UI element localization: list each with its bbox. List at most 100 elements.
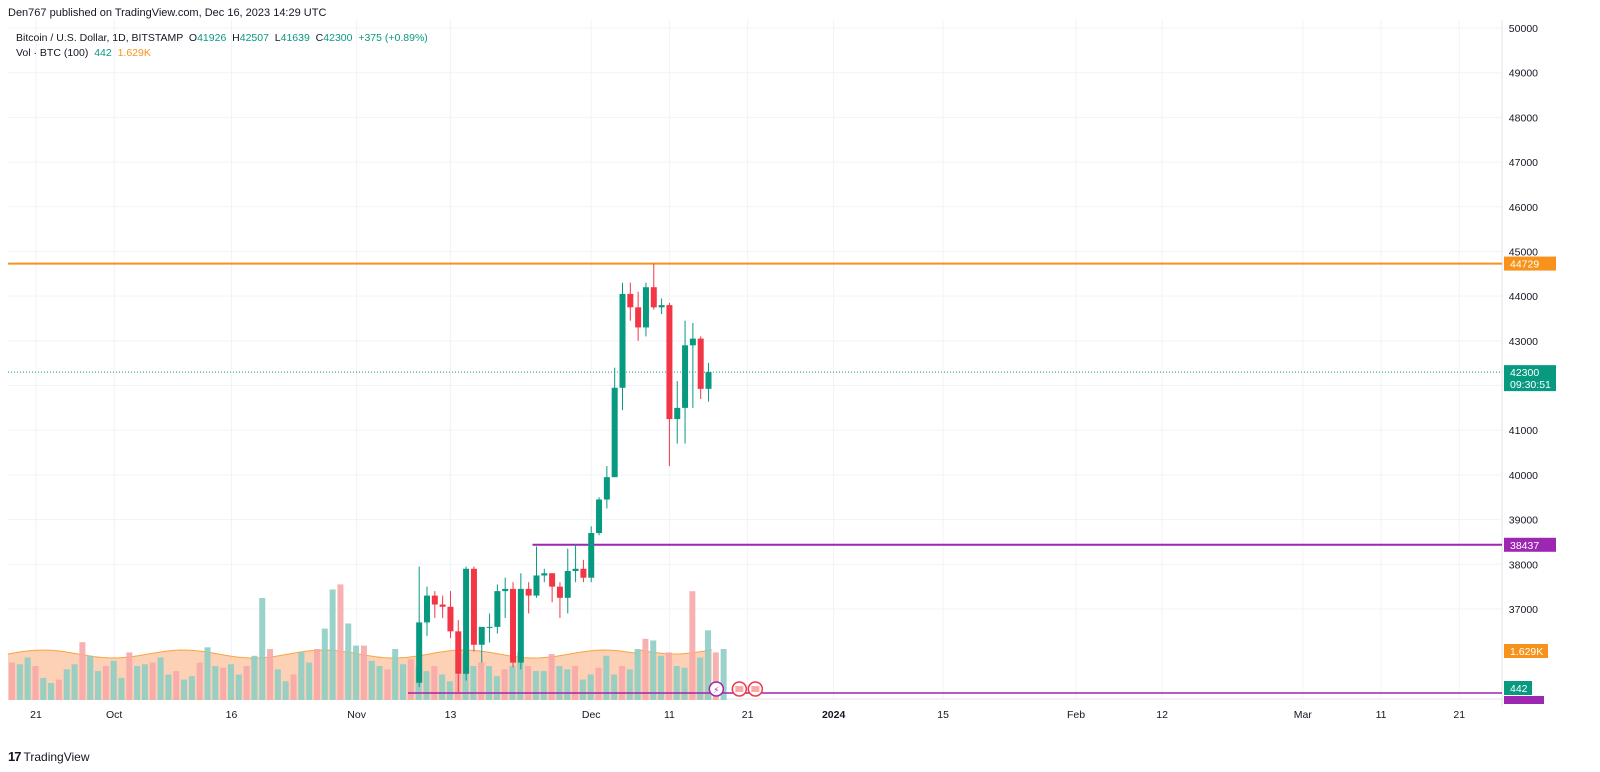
candle-body [533,575,540,596]
volume-bar [16,664,23,700]
volume-bar [540,671,547,700]
volume-bar [509,666,516,700]
time-tick-label: 16 [226,709,238,721]
volume-tag: 442 [1510,683,1528,695]
price-tick-label: 45000 [1509,246,1538,258]
volume-bar [95,671,102,700]
candle-body [455,631,462,674]
high-value: 42507 [239,32,269,44]
volume-bar [306,662,313,700]
candle-body [642,287,649,328]
volume-bar [470,666,477,700]
open-value: 41926 [197,32,227,44]
volume-bar [290,674,297,700]
volume-bar [673,666,680,700]
candle-body [494,591,501,627]
volume-bar [579,679,586,700]
candle-body [705,372,712,389]
volume-bar [313,649,320,700]
volume-bar [134,666,141,700]
volume-bar [212,666,219,700]
candle-body [635,307,642,328]
chart-legend: Bitcoin / U.S. Dollar, 1D, BITSTAMP O419… [16,31,428,61]
candle-body [525,588,532,596]
volume-bar [235,674,242,700]
volume-bar [274,669,281,700]
price-tick-label: 49000 [1509,68,1538,80]
price-axis[interactable]: 50000 49000 48000 47000 46000 45000 44000 43000… [1504,23,1556,704]
candle-body [588,533,595,578]
volume-bar [243,666,250,700]
volume-bar [110,660,117,700]
change-value: +375 (+0.89%) [358,32,428,44]
volume-bar [572,666,579,700]
candle-body [478,626,485,645]
volume-bar [712,652,719,700]
volume-bar [501,669,508,700]
candle-body [517,588,524,663]
candle-body [463,568,470,674]
candle-body [502,588,509,592]
candle-body [603,477,610,500]
volume-bar [689,591,696,700]
publisher-caption: Den767 published on TradingView.com, Dec… [8,7,326,19]
volume-bar [564,669,571,700]
candle-body [674,407,681,420]
volume-bar [63,669,70,700]
volume-bar [102,666,109,700]
volume-bar [618,666,625,700]
candle-body [564,571,571,598]
volume-bar [204,647,211,700]
time-tick-label: Oct [106,709,122,721]
candle-body [549,573,556,587]
volume-bar [360,645,367,700]
volume-bar [345,623,352,700]
volume-bar [650,640,657,700]
time-tick-label: Mar [1294,709,1313,721]
volume-bar [603,655,610,700]
price-tick-label: 41000 [1509,425,1538,437]
time-axis[interactable]: 21 Oct 16 Nov 13 Dec 11 21 2024 15 Feb 12 Mar 11 21 [30,709,1465,721]
volume-bar [196,662,203,700]
volume-bar [478,662,485,700]
price-tick-label: 48000 [1509,112,1538,124]
flag-stripes [751,686,760,692]
price-chart[interactable]: ⚡ 50000 49000 48000 47000 46000 45000 44000 430… [8,20,1592,738]
volume-bar [282,681,289,700]
footer-brand[interactable]: 17 TradingView [8,749,90,764]
symbol-row: Bitcoin / U.S. Dollar, 1D, BITSTAMP O419… [16,31,428,46]
volume-bar [321,628,328,700]
time-tick-label: 21 [742,709,754,721]
price-tick-label: 44000 [1509,291,1538,303]
volume-bar [423,671,430,700]
close-label: C [315,32,324,44]
candle-body [611,387,618,478]
time-tick-label: Dec [582,709,601,721]
volume-bar [227,664,234,700]
volume-bar [697,657,704,700]
close-value: 42300 [323,32,353,44]
candle-body [416,622,423,683]
horizontal-levels [8,262,1502,694]
lightning-event-icon [708,681,725,697]
volume-bar [40,677,47,700]
time-tick-label: Feb [1067,709,1085,721]
volume-level-tag-bg [1504,696,1544,704]
volume-bar [611,674,618,700]
brand-name: TradingView [23,749,90,764]
candle-body [541,573,548,576]
candle-body [596,499,603,534]
volume-bar [626,669,633,700]
volume-bars [9,584,727,700]
tradingview-logo-icon: 17 [8,749,22,764]
time-tick-label: 21 [30,709,42,721]
price-tick-label: 38000 [1509,559,1538,571]
volume-bar [126,652,133,700]
volume-bar [79,642,86,700]
volume-bar [337,584,344,700]
volume-label: Vol · BTC (100) [16,47,89,59]
volume-bar [658,655,665,700]
price-tick-label: 39000 [1509,515,1538,527]
candle-body [510,588,517,663]
volume-bar [353,645,360,700]
